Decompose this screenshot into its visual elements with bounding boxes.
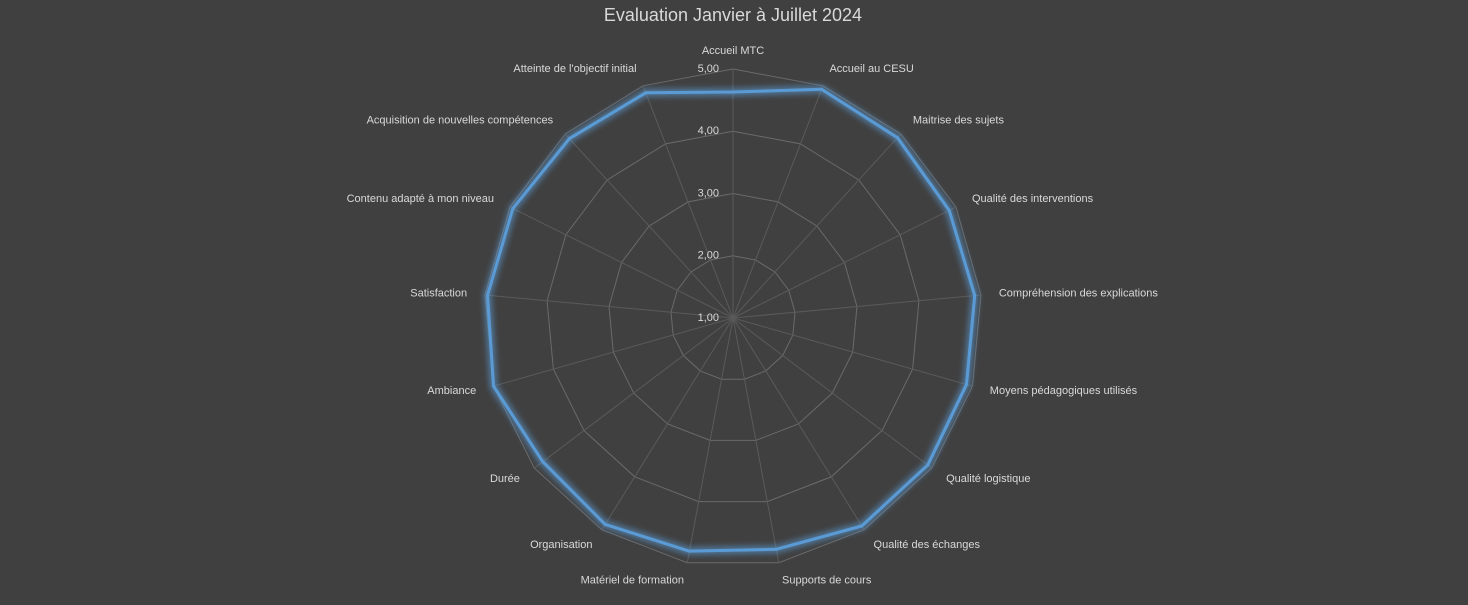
spoke bbox=[732, 294, 981, 319]
category-label: Qualité des échanges bbox=[874, 539, 981, 551]
r-tick-label: 1,00 bbox=[698, 312, 719, 324]
category-label: Acquisition de nouvelles compétences bbox=[367, 115, 554, 127]
spoke bbox=[485, 294, 734, 319]
spoke bbox=[732, 85, 824, 319]
spoke bbox=[732, 317, 780, 563]
spoke bbox=[732, 133, 902, 319]
series-line bbox=[486, 87, 977, 553]
spoke bbox=[564, 133, 734, 319]
category-label: Maitrise des sujets bbox=[913, 115, 1005, 127]
spoke bbox=[509, 206, 734, 319]
category-label: Satisfaction bbox=[410, 287, 467, 299]
spoke bbox=[493, 317, 734, 387]
category-label: Accueil au CESU bbox=[829, 63, 913, 75]
spoke bbox=[732, 317, 973, 387]
category-label: Contenu adapté à mon niveau bbox=[347, 193, 494, 205]
spoke bbox=[732, 317, 865, 530]
category-label: Qualité des interventions bbox=[972, 193, 1094, 205]
grid-ring bbox=[546, 130, 920, 503]
category-label: Matériel de formation bbox=[581, 574, 684, 586]
grid-ring bbox=[608, 192, 858, 441]
category-label: Atteinte de l'objectif initial bbox=[513, 63, 636, 75]
category-label: Moyens pédagogiques utilisés bbox=[990, 385, 1138, 397]
r-tick-label: 4,00 bbox=[698, 125, 719, 137]
r-tick-label: 5,00 bbox=[698, 63, 719, 75]
grid-ring bbox=[670, 255, 796, 380]
category-label: Organisation bbox=[530, 539, 592, 551]
category-label: Qualité logistique bbox=[946, 473, 1030, 485]
category-label: Durée bbox=[490, 473, 520, 485]
spoke bbox=[732, 206, 957, 319]
spoke bbox=[686, 317, 734, 563]
spoke bbox=[601, 317, 734, 530]
r-tick-label: 3,00 bbox=[698, 187, 719, 199]
category-label: Supports de cours bbox=[782, 574, 872, 586]
spoke bbox=[642, 85, 734, 319]
spoke bbox=[533, 317, 734, 469]
category-label: Accueil MTC bbox=[702, 45, 764, 57]
chart-title: Evaluation Janvier à Juillet 2024 bbox=[604, 5, 862, 25]
r-tick-label: 2,00 bbox=[698, 250, 719, 262]
category-label: Ambiance bbox=[427, 385, 476, 397]
category-label: Compréhension des explications bbox=[999, 287, 1158, 299]
spoke bbox=[732, 317, 933, 469]
